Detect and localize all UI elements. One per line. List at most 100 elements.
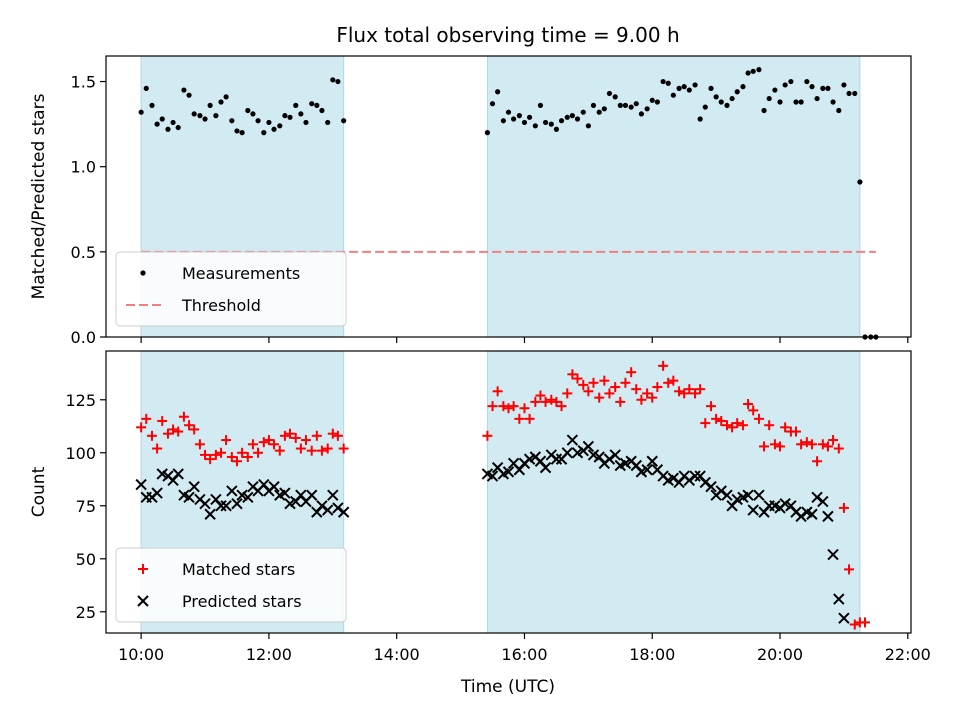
data-point	[775, 441, 786, 452]
data-point	[828, 435, 839, 446]
data-point	[154, 121, 160, 127]
x-b	[694, 470, 706, 482]
bottom-y-tick-label: 50	[76, 550, 96, 569]
data-point	[173, 426, 184, 437]
data-point	[213, 113, 219, 119]
data-point	[766, 95, 772, 102]
data-point	[806, 508, 818, 520]
data-point	[332, 502, 344, 514]
data-point	[660, 78, 666, 85]
data-point	[542, 119, 549, 126]
x-b	[699, 476, 711, 489]
data-point	[801, 437, 812, 448]
data-point	[817, 495, 829, 508]
data-point	[636, 394, 647, 405]
x-tick-label: 12:00	[246, 645, 292, 664]
x-b	[327, 489, 339, 501]
data-point	[788, 78, 794, 85]
data-point	[138, 109, 144, 115]
x-b	[715, 485, 727, 497]
data-point	[860, 617, 870, 628]
data-point	[825, 85, 831, 91]
data-point	[759, 441, 770, 452]
data-point	[226, 452, 237, 463]
data-point	[849, 619, 860, 630]
bottom-y-tick-label: 75	[76, 497, 96, 516]
x-b	[806, 508, 818, 520]
data-point	[820, 85, 826, 91]
data-point	[175, 124, 181, 131]
data-point	[812, 456, 823, 467]
data-point	[692, 82, 698, 88]
data-point	[798, 99, 804, 105]
data-point	[287, 114, 293, 120]
data-point	[566, 434, 579, 446]
x-b	[550, 453, 563, 465]
data-point	[482, 430, 493, 441]
data-point	[242, 491, 254, 504]
data-point	[711, 413, 722, 424]
data-point	[505, 109, 512, 115]
data-point	[796, 439, 807, 450]
data-point	[277, 123, 283, 129]
bottom-y-tick-label: 25	[76, 603, 96, 622]
x-b	[705, 480, 717, 493]
data-point	[705, 480, 717, 493]
data-point	[263, 435, 274, 446]
x-b	[539, 461, 552, 474]
data-point	[314, 102, 320, 108]
data-point	[495, 89, 501, 95]
x-tick-label: 14:00	[374, 645, 420, 664]
data-point	[221, 435, 232, 446]
data-point	[508, 401, 519, 412]
bottom-y-axis-label: Count	[29, 466, 49, 517]
data-point	[159, 116, 165, 122]
data-point	[622, 102, 629, 108]
data-point	[599, 375, 610, 386]
data-point	[561, 447, 573, 459]
x-b	[258, 478, 270, 491]
data-point	[742, 489, 754, 501]
data-point	[641, 464, 653, 476]
legend-label: Predicted stars	[182, 592, 302, 611]
data-point	[274, 445, 285, 456]
bottom-series-predicted-stars	[135, 434, 850, 624]
data-point	[172, 468, 184, 480]
data-point	[293, 102, 299, 108]
data-point	[811, 491, 823, 504]
x-b	[215, 500, 227, 512]
legend-label: Measurements	[182, 264, 300, 283]
data-point	[830, 99, 836, 105]
data-point	[572, 373, 583, 384]
data-point	[188, 480, 200, 493]
data-point	[530, 396, 541, 407]
data-point	[220, 500, 232, 512]
data-point	[489, 101, 496, 107]
data-point	[237, 447, 248, 458]
top-shaded-interval-1	[486, 55, 861, 338]
data-point	[686, 87, 692, 93]
data-point	[553, 126, 560, 132]
data-point	[620, 377, 631, 388]
data-point	[615, 396, 626, 407]
data-point	[309, 101, 315, 107]
data-point	[846, 90, 852, 97]
x-b	[316, 500, 328, 512]
x-b	[646, 455, 658, 467]
data-point	[229, 118, 235, 124]
data-point	[838, 612, 850, 624]
x-b	[295, 489, 307, 501]
data-point	[279, 487, 291, 499]
data-point	[152, 443, 163, 454]
data-point	[503, 403, 514, 414]
data-point	[676, 85, 682, 91]
data-point	[852, 90, 858, 97]
x-b	[188, 480, 200, 493]
top-y-tick-label: 1.5	[71, 73, 96, 92]
bottom-y-tick-label: 100	[65, 444, 96, 463]
data-point	[524, 413, 535, 424]
data-point	[652, 382, 663, 393]
top-panel-ratio: 0.0 0.5 1.0 1.5 Matched/Predicted stars Measu…	[29, 55, 912, 347]
x-b	[172, 468, 184, 480]
data-point	[594, 392, 605, 403]
